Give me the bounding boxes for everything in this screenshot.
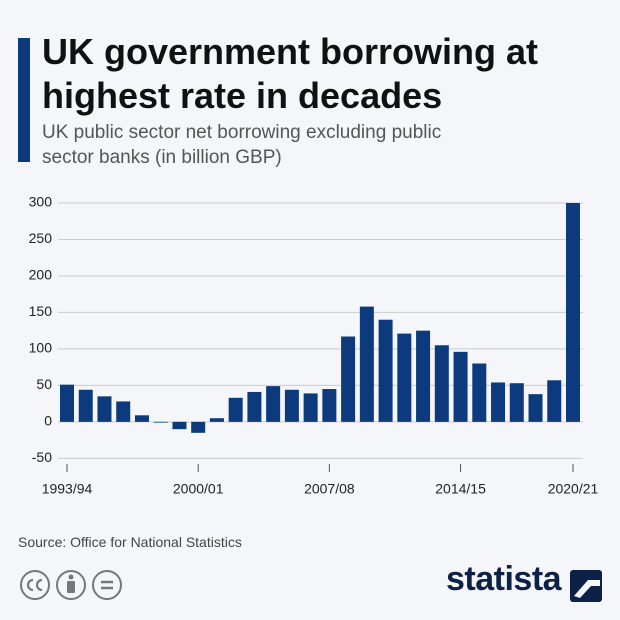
bar [359, 306, 374, 422]
y-tick-label: 150 [29, 303, 53, 319]
y-tick-label: 300 [29, 194, 53, 210]
bar [97, 396, 112, 422]
x-tick-label: 2020/21 [548, 481, 599, 497]
license-icons [20, 570, 122, 600]
y-tick-label: 50 [36, 376, 52, 392]
x-tick-label: 1993/94 [42, 481, 93, 497]
bar [528, 394, 543, 422]
bar [78, 389, 93, 422]
bar [547, 380, 562, 422]
bar [247, 391, 262, 422]
x-tick-label: 2000/01 [173, 481, 224, 497]
bar [397, 333, 412, 422]
bar [416, 330, 431, 422]
chart-subtitle: UK public sector net borrowing excluding… [42, 122, 442, 168]
bar [322, 389, 337, 422]
title-accent [18, 38, 30, 162]
bar [491, 382, 506, 422]
bar [60, 384, 74, 422]
bar [341, 336, 356, 422]
x-tick-label: 2014/15 [435, 481, 486, 497]
x-tick-label: 2007/08 [304, 481, 355, 497]
bar [116, 401, 131, 422]
bar [134, 415, 149, 422]
logo: statista [446, 560, 562, 598]
y-tick-label: -50 [32, 449, 52, 465]
y-tick-label: 200 [29, 267, 53, 283]
y-tick-label: 0 [44, 413, 52, 429]
y-tick-label: 100 [29, 340, 53, 356]
bar [284, 389, 299, 422]
bar [153, 421, 168, 423]
y-tick-label: 250 [29, 230, 53, 246]
bar [228, 397, 243, 422]
bar [378, 319, 393, 422]
bar [266, 386, 281, 422]
bar [509, 383, 524, 422]
bar [172, 421, 187, 430]
bar [472, 363, 487, 422]
source: Source: Office for National Statistics [18, 534, 242, 550]
chart-title: UK government borrowing at highest rate … [42, 31, 539, 116]
bar [303, 393, 318, 422]
bar [434, 345, 449, 422]
bar [453, 351, 468, 422]
bar [566, 202, 580, 422]
bar [209, 418, 224, 422]
bar [191, 421, 206, 433]
logo-icon [570, 570, 602, 602]
